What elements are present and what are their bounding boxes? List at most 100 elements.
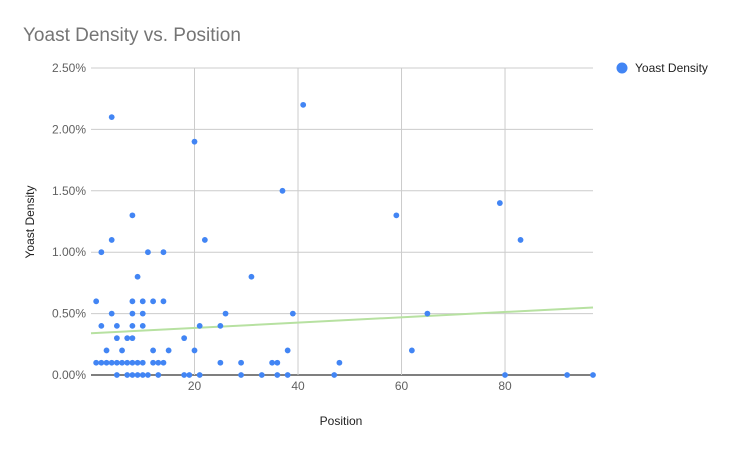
data-point[interactable] xyxy=(284,347,291,354)
legend-label: Yoast Density xyxy=(635,61,708,75)
data-point[interactable] xyxy=(279,187,286,194)
y-tick-label: 1.00% xyxy=(52,245,86,259)
data-point[interactable] xyxy=(129,322,136,329)
chart-title: Yoast Density vs. Position xyxy=(23,25,241,46)
data-point[interactable] xyxy=(124,359,131,366)
y-tick-label: 0.50% xyxy=(52,307,86,321)
data-point[interactable] xyxy=(258,372,265,378)
x-tick-label: 60 xyxy=(395,379,409,393)
data-point[interactable] xyxy=(150,347,157,354)
x-tick-label: 40 xyxy=(291,379,305,393)
y-tick-label: 2.50% xyxy=(52,61,86,75)
data-point[interactable] xyxy=(181,372,188,378)
data-point[interactable] xyxy=(129,212,136,219)
data-point[interactable] xyxy=(201,237,208,243)
data-point[interactable] xyxy=(98,249,105,256)
data-point[interactable] xyxy=(145,372,151,378)
data-point[interactable] xyxy=(331,372,338,378)
data-point[interactable] xyxy=(160,249,167,256)
data-point[interactable] xyxy=(124,335,131,342)
data-point[interactable] xyxy=(139,310,146,317)
x-axis-label: Position xyxy=(320,414,363,428)
legend[interactable]: Yoast Density xyxy=(616,61,708,75)
data-point[interactable] xyxy=(129,372,136,378)
data-point[interactable] xyxy=(139,359,146,366)
data-point[interactable] xyxy=(160,298,167,305)
data-point[interactable] xyxy=(108,310,115,317)
data-point[interactable] xyxy=(129,298,136,305)
data-point[interactable] xyxy=(150,298,157,305)
data-point[interactable] xyxy=(113,372,120,378)
data-point[interactable] xyxy=(160,359,167,366)
data-point[interactable] xyxy=(289,310,296,317)
data-point[interactable] xyxy=(113,322,120,329)
data-point[interactable] xyxy=(145,249,151,256)
y-axis-label: Yoast Density xyxy=(23,186,37,259)
data-point[interactable] xyxy=(300,101,307,108)
data-point[interactable] xyxy=(150,359,157,366)
data-point[interactable] xyxy=(222,310,229,317)
data-point[interactable] xyxy=(217,359,224,366)
data-point[interactable] xyxy=(124,372,131,378)
data-point[interactable] xyxy=(248,273,255,280)
data-point[interactable] xyxy=(496,200,503,206)
data-point[interactable] xyxy=(424,310,431,317)
data-point[interactable] xyxy=(129,359,136,366)
data-point[interactable] xyxy=(191,138,198,145)
data-point[interactable] xyxy=(284,372,291,378)
data-point[interactable] xyxy=(139,372,146,378)
data-point[interactable] xyxy=(408,347,415,354)
data-point[interactable] xyxy=(502,372,508,378)
data-point[interactable] xyxy=(103,347,110,354)
data-point[interactable] xyxy=(155,359,162,366)
y-tick-label: 1.50% xyxy=(52,184,86,198)
data-point[interactable] xyxy=(181,335,188,342)
data-point[interactable] xyxy=(113,335,120,342)
trendline-group xyxy=(90,306,594,335)
data-point[interactable] xyxy=(129,310,136,317)
data-point[interactable] xyxy=(134,273,141,280)
data-point[interactable] xyxy=(129,335,136,342)
data-point[interactable] xyxy=(217,322,224,329)
data-point[interactable] xyxy=(139,298,146,305)
data-point[interactable] xyxy=(191,347,198,354)
data-point[interactable] xyxy=(336,359,343,366)
trendline xyxy=(90,306,594,335)
x-tick-label: 80 xyxy=(498,379,512,393)
data-point[interactable] xyxy=(134,359,141,366)
tick-labels: 0.00% 0.50% 1.00% 1.50% 2.00% 2.50% 20 40 60 80 xyxy=(52,61,512,393)
data-point[interactable] xyxy=(269,359,276,366)
data-point[interactable] xyxy=(139,322,146,329)
data-point[interactable] xyxy=(108,114,115,121)
data-point[interactable] xyxy=(238,359,244,366)
data-point[interactable] xyxy=(165,347,172,354)
data-point[interactable] xyxy=(119,347,125,354)
data-point[interactable] xyxy=(113,359,120,366)
data-point[interactable] xyxy=(155,372,162,378)
grid xyxy=(91,67,593,376)
data-point[interactable] xyxy=(93,298,100,305)
data-points xyxy=(93,101,596,378)
data-point[interactable] xyxy=(98,322,105,329)
data-point[interactable] xyxy=(103,359,110,366)
data-point[interactable] xyxy=(93,359,100,366)
data-point[interactable] xyxy=(98,359,105,366)
data-point[interactable] xyxy=(119,359,125,366)
legend-marker xyxy=(616,62,628,74)
data-point[interactable] xyxy=(590,372,596,378)
data-point[interactable] xyxy=(238,372,244,378)
data-point[interactable] xyxy=(517,237,524,243)
data-point[interactable] xyxy=(393,212,400,219)
data-point[interactable] xyxy=(196,322,203,329)
y-tick-label: 2.00% xyxy=(52,122,86,136)
data-point[interactable] xyxy=(274,372,281,378)
data-point[interactable] xyxy=(108,359,115,366)
data-point[interactable] xyxy=(274,359,281,366)
x-tick-label: 20 xyxy=(188,379,202,393)
data-point[interactable] xyxy=(196,372,203,378)
data-point[interactable] xyxy=(564,372,571,378)
data-point[interactable] xyxy=(134,372,141,378)
data-point[interactable] xyxy=(186,372,193,378)
data-point[interactable] xyxy=(108,237,115,243)
